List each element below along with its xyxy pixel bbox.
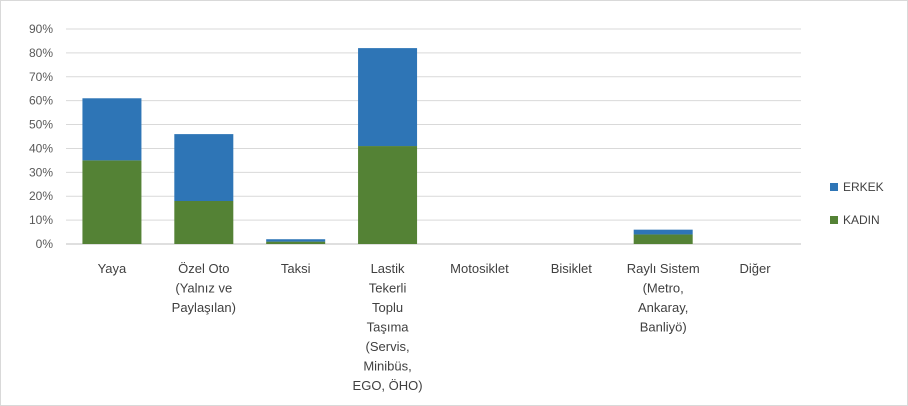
x-category-label: Yaya <box>98 261 127 276</box>
x-category-label-line: Tekerli <box>369 281 407 296</box>
y-tick-label: 20% <box>29 189 53 203</box>
y-tick-label: 60% <box>29 94 53 108</box>
y-tick-label: 0% <box>36 237 54 251</box>
x-category-label-line: Diğer <box>740 261 772 276</box>
bars <box>82 48 693 244</box>
bar-erkek-1 <box>174 134 234 201</box>
y-tick-label: 80% <box>29 46 53 60</box>
bar-kadin-2 <box>266 241 326 244</box>
legend-label-kadin: KADIN <box>843 213 880 227</box>
legend-swatch-kadin <box>830 216 838 224</box>
x-category-label-line: (Metro, <box>643 281 684 296</box>
legend: ERKEK KADIN <box>830 180 884 227</box>
x-category-label-line: Raylı Sistem <box>627 261 700 276</box>
y-tick-label: 50% <box>29 118 53 132</box>
x-category-label-line: Yaya <box>98 261 127 276</box>
x-category-label-line: EGO, ÖHO) <box>353 378 423 393</box>
x-category-label: Özel Oto (Yalnız ve Paylaşılan) <box>172 261 236 315</box>
bar-erkek-2 <box>266 239 326 242</box>
x-category-label: Taksi <box>281 261 311 276</box>
x-category-label-line: Taşıma <box>367 320 410 335</box>
y-axis-ticks: 0% 10% 20% 30% 40% 50% 60% 70% 80% 90% <box>29 22 53 251</box>
x-category-label-line: Özel Oto <box>178 261 229 276</box>
x-category-label: Diğer <box>740 261 772 276</box>
x-category-label-line: Motosiklet <box>450 261 509 276</box>
legend-swatch-erkek <box>830 183 838 191</box>
x-category-label-line: Lastik <box>371 261 405 276</box>
bar-kadin-1 <box>174 201 234 244</box>
bar-erkek-3 <box>358 48 418 147</box>
x-category-label-line: Banliyö) <box>640 320 687 335</box>
x-category-label: Raylı Sistem (Metro, Ankaray, Banliyö) <box>627 261 700 335</box>
bar-kadin-0 <box>82 160 142 244</box>
x-category-label-line: Taksi <box>281 261 311 276</box>
y-tick-label: 40% <box>29 141 53 155</box>
y-tick-label: 30% <box>29 165 53 179</box>
x-category-label: Bisiklet <box>551 261 593 276</box>
y-tick-label: 90% <box>29 22 53 36</box>
bar-kadin-3 <box>358 146 418 244</box>
legend-label-erkek: ERKEK <box>843 180 884 194</box>
x-category-label-line: Toplu <box>372 300 403 315</box>
x-category-label-line: Bisiklet <box>551 261 593 276</box>
x-category-label-line: (Servis, <box>366 339 410 354</box>
x-category-label-line: Paylaşılan) <box>172 300 236 315</box>
y-tick-label: 70% <box>29 70 53 84</box>
x-category-label: Motosiklet <box>450 261 509 276</box>
x-category-label-line: Minibüs, <box>363 359 411 374</box>
x-category-label-line: (Yalnız ve <box>175 281 232 296</box>
bar-erkek-6 <box>633 229 693 235</box>
y-tick-label: 10% <box>29 213 53 227</box>
x-axis-categories: Yaya Özel Oto (Yalnız ve Paylaşılan) Taksi La… <box>98 261 772 393</box>
bar-kadin-6 <box>633 234 693 244</box>
bar-erkek-0 <box>82 98 142 161</box>
x-category-label-line: Ankaray, <box>638 300 688 315</box>
x-category-label: Lastik Tekerli Toplu Taşıma (Servis, Minibüs,… <box>353 261 423 393</box>
